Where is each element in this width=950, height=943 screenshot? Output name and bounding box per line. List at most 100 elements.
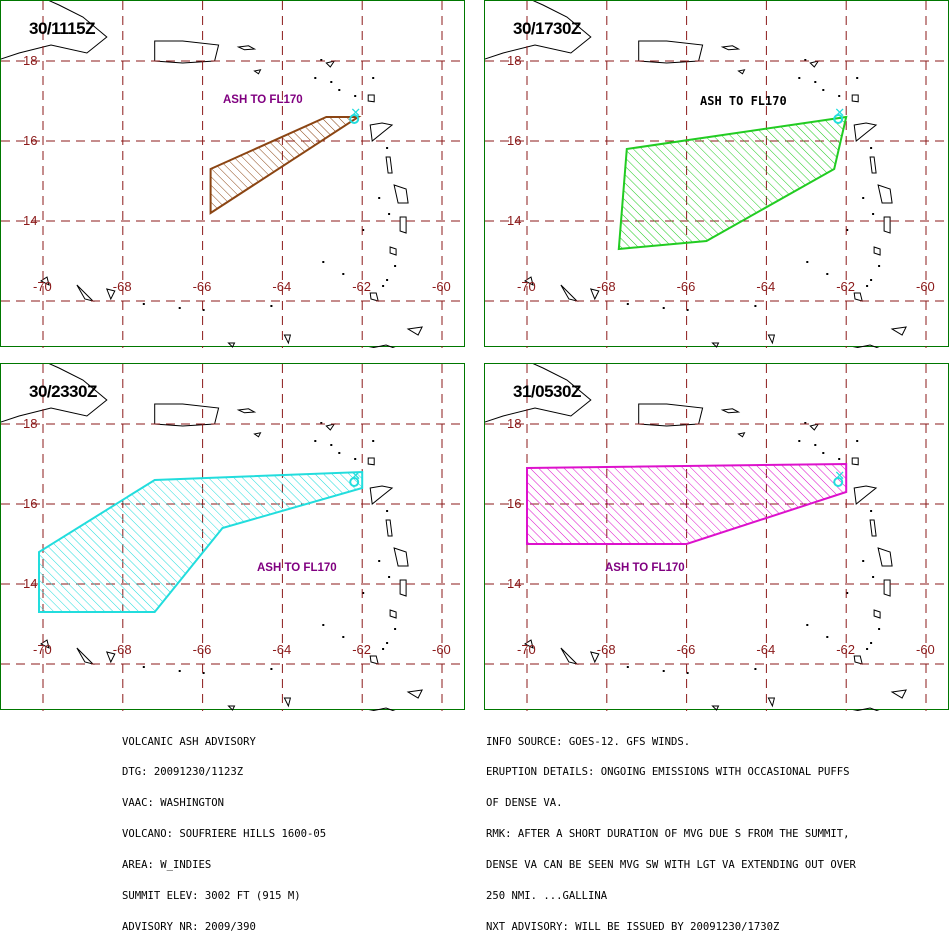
ash-plume-polygon: [617, 115, 848, 251]
island-outline: [406, 326, 423, 336]
latitude-label: 14: [23, 576, 38, 591]
island-outline: [851, 457, 859, 466]
island-outline: [368, 344, 396, 348]
island-outline: [369, 485, 394, 505]
ash-level-label: ASH TO FL170: [605, 562, 685, 574]
island-outline: [638, 403, 704, 427]
islet-marker: [872, 576, 875, 578]
longitude-label: -70: [517, 279, 536, 294]
islet-marker: [178, 670, 181, 672]
islet-marker: [798, 77, 801, 79]
map-panel-3: ✕ 30/2330Z ASH TO FL170 18 16 14 -70 -68 -66 -…: [0, 363, 466, 711]
longitude-label: -66: [676, 279, 696, 294]
island-outline: [853, 655, 863, 665]
island-outline: [385, 156, 393, 174]
island-outline: [227, 342, 236, 348]
island-outline: [369, 292, 379, 302]
islet-marker: [878, 265, 881, 267]
advisory-line: SUMMIT ELEV: 3002 FT (915 M): [122, 890, 301, 903]
island-outline: [76, 647, 95, 665]
advisory-info-left: VOLCANIC ASH ADVISORY DTG: 20091230/1123…: [122, 716, 326, 943]
map-canvas-1: ✕: [1, 1, 466, 348]
islet-marker: [386, 510, 389, 512]
longitude-label: -68: [112, 642, 132, 657]
islet-marker: [202, 309, 205, 311]
island-outline: [105, 288, 116, 301]
island-outline: [853, 122, 878, 142]
advisory-line: DENSE VA CAN BE SEEN MVG SW WITH LGT VA …: [486, 859, 856, 872]
advisory-line: VOLCANO: SOUFRIERE HILLS 1600-05: [122, 828, 327, 841]
islet-marker: [314, 77, 317, 79]
longitude-label: -68: [596, 642, 616, 657]
islet-marker: [320, 422, 323, 424]
island-outline: [154, 403, 220, 427]
island-outline: [890, 689, 907, 699]
island-outline: [883, 216, 891, 234]
longitude-label: -62: [352, 642, 371, 657]
volcano-ring-icon: [349, 477, 360, 487]
advisory-line: OF DENSE VA.: [486, 797, 563, 810]
ash-level-label: ASH TO FL170: [257, 562, 337, 574]
advisory-line: ERUPTION DETAILS: ONGOING EMISSIONS WITH…: [486, 766, 850, 779]
islet-marker: [626, 666, 629, 668]
islet-marker: [202, 672, 205, 674]
islet-marker: [362, 592, 365, 594]
islet-marker: [394, 628, 397, 630]
island-outline: [767, 334, 776, 345]
island-outline: [485, 364, 592, 423]
advisory-line: AREA: W_INDIES: [122, 859, 212, 872]
islet-marker: [142, 303, 145, 305]
islet-marker: [388, 213, 391, 215]
longitude-label: -60: [432, 279, 451, 294]
island-outline: [711, 705, 720, 711]
islet-marker: [806, 624, 809, 626]
island-outline: [890, 326, 907, 336]
islet-marker: [826, 273, 829, 275]
island-outline: [883, 579, 891, 597]
island-outline: [325, 423, 336, 431]
island-outline: [589, 651, 600, 664]
longitude-label: -62: [836, 279, 855, 294]
island-outline: [1, 364, 108, 423]
islet-marker: [662, 670, 665, 672]
islet-marker: [314, 440, 317, 442]
advisory-line: 250 NMI. ...GALLINA: [486, 890, 608, 903]
islet-marker: [870, 147, 873, 149]
volcano-ring-icon: [349, 114, 360, 124]
islet-marker: [872, 213, 875, 215]
longitude-label: -62: [352, 279, 371, 294]
island-outline: [524, 276, 534, 286]
island-outline: [877, 547, 893, 567]
islet-marker: [382, 285, 385, 287]
islet-marker: [626, 303, 629, 305]
longitude-label: -64: [272, 642, 292, 657]
panel-time-label: 30/2330Z: [29, 382, 97, 401]
islet-marker: [382, 648, 385, 650]
island-outline: [399, 579, 407, 597]
longitude-label: -60: [432, 642, 451, 657]
islet-marker: [320, 59, 323, 61]
island-outline: [253, 69, 262, 75]
advisory-line: NXT ADVISORY: WILL BE ISSUED BY 20091230…: [486, 920, 780, 933]
islet-marker: [394, 265, 397, 267]
islet-marker: [878, 628, 881, 630]
map-panel-1: ✕ 30/1115Z ASH TO FL170 18 16 14 -70 -68 -66 -…: [0, 0, 466, 348]
islet-marker: [388, 576, 391, 578]
islet-marker: [846, 229, 849, 231]
island-outline: [368, 707, 396, 711]
island-outline: [227, 705, 236, 711]
island-outline: [852, 344, 880, 348]
latitude-label: 16: [23, 496, 38, 511]
latitude-label: 18: [507, 416, 522, 431]
longitude-label: -60: [916, 279, 935, 294]
longitude-label: -66: [676, 642, 696, 657]
map-canvas-3: ✕: [1, 364, 466, 711]
island-outline: [105, 651, 116, 664]
island-outline: [873, 609, 881, 619]
island-outline: [873, 246, 881, 256]
islet-marker: [330, 81, 333, 83]
islet-marker: [826, 636, 829, 638]
islet-marker: [754, 668, 757, 670]
island-outline: [283, 697, 292, 708]
longitude-label: -64: [756, 642, 776, 657]
